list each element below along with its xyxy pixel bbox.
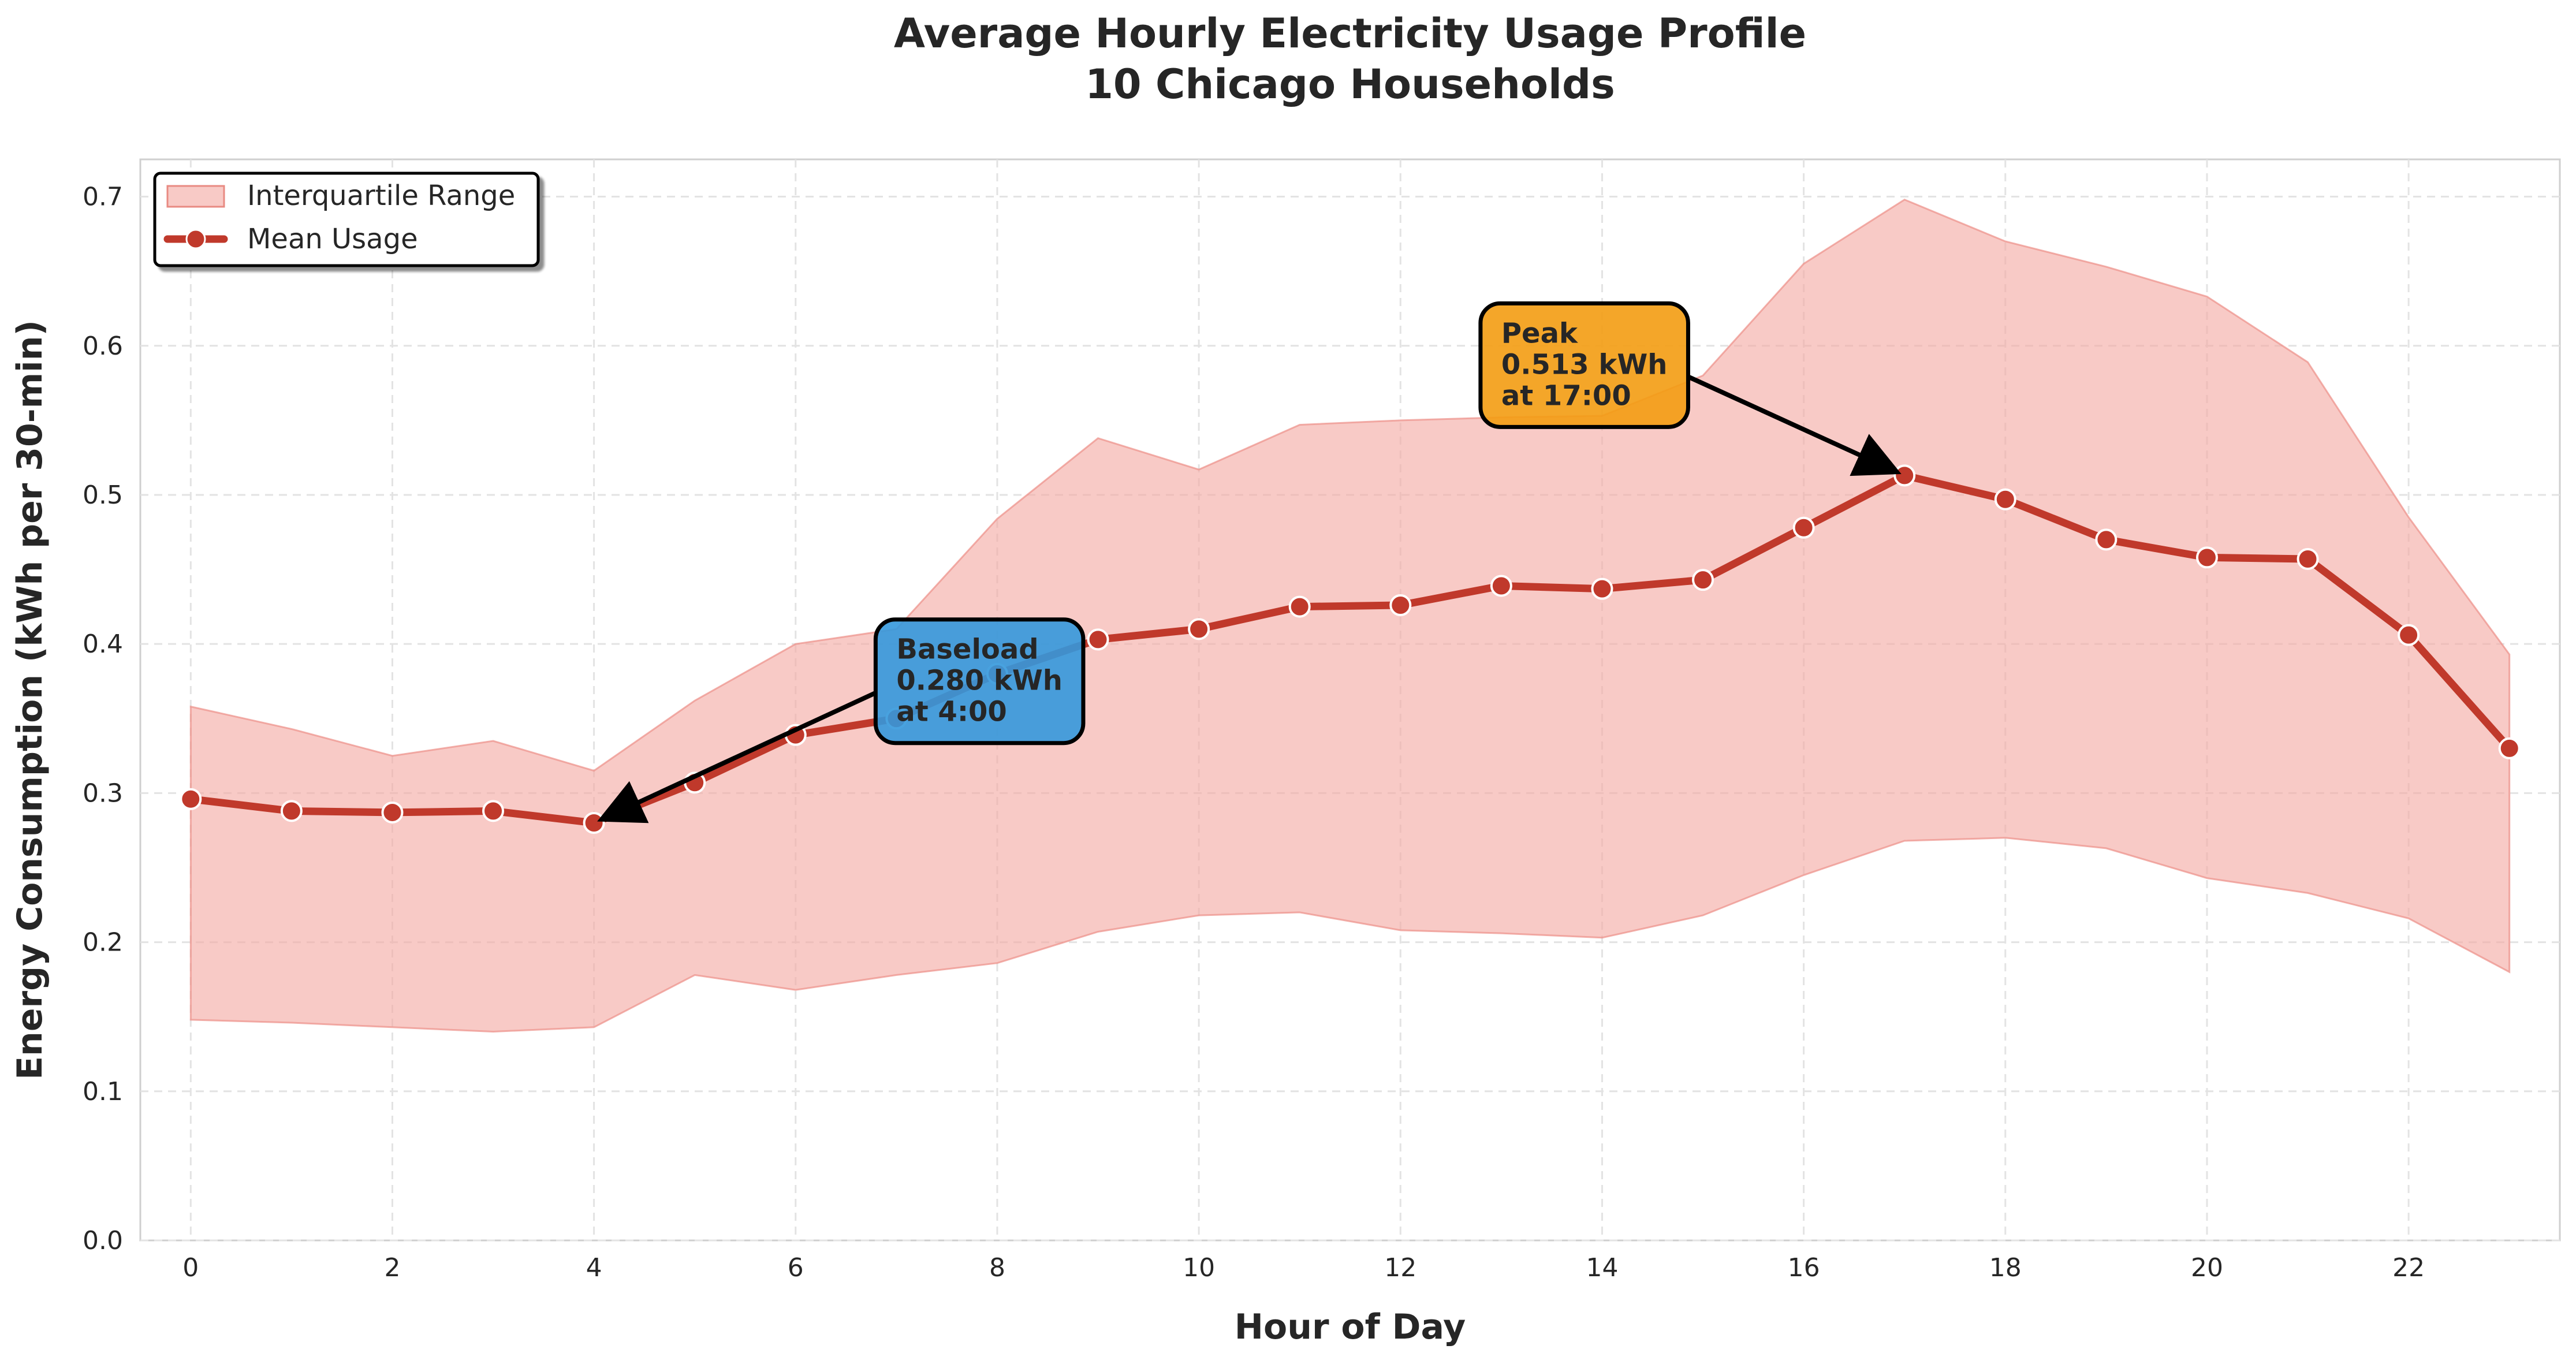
annotation-arrow (1687, 374, 1902, 476)
x-tick-label: 8 (989, 1253, 1005, 1283)
mean-usage-point (2297, 547, 2319, 570)
x-tick-label: 0 (182, 1253, 199, 1283)
chart-subtitle: 10 Chicago Households (1085, 61, 1615, 108)
mean-usage-point (1994, 488, 2016, 510)
x-tick-label: 14 (1586, 1253, 1618, 1283)
mean-usage-point (482, 800, 505, 822)
y-tick-label: 0.4 (83, 629, 123, 659)
x-tick-labels: 0 2 4 6 8 10 12 14 16 18 20 22 (182, 1253, 2425, 1283)
legend-label-mean: Mean Usage (247, 223, 418, 255)
y-axis-label: Energy Consumption (kWh per 30-min) (10, 320, 50, 1080)
x-tick-label: 10 (1183, 1253, 1215, 1283)
legend: Interquartile Range Mean Usage (153, 172, 540, 267)
mean-usage-point (381, 801, 404, 823)
mean-usage-point (180, 788, 202, 810)
mean-usage-point (1490, 575, 1512, 597)
x-tick-label: 4 (586, 1253, 602, 1283)
y-tick-labels: 0.0 0.1 0.2 0.3 0.4 0.5 0.6 0.7 (83, 182, 123, 1255)
mean-usage-point (1893, 464, 1916, 487)
mean-usage-point (1188, 618, 1210, 640)
y-tick-label: 0.5 (83, 480, 123, 510)
mean-usage-point (2195, 546, 2218, 569)
iqr-band (189, 199, 2511, 1033)
x-axis-label: Hour of Day (1235, 1307, 1466, 1347)
annotation-text-line: Peak (1501, 317, 1578, 349)
mean-usage-point (2398, 624, 2420, 646)
annotation-box (873, 617, 1086, 746)
mean-usage-point (1288, 595, 1311, 618)
mean-usage-point (2498, 737, 2521, 759)
x-tick-label: 16 (1788, 1253, 1820, 1283)
annotation-text-line: Baseload (896, 633, 1038, 666)
x-tick-label: 6 (788, 1253, 804, 1283)
mean-usage-line (187, 471, 2514, 827)
mean-usage-point (583, 812, 605, 834)
x-tick-label: 20 (2191, 1253, 2223, 1283)
mean-usage-point (1087, 628, 1109, 651)
legend-label-iqr: Interquartile Range (247, 180, 515, 212)
legend-swatch-mean-marker (185, 229, 206, 249)
annotation-text-line: at 4:00 (896, 696, 1006, 728)
y-tick-label: 0.3 (83, 778, 123, 808)
mean-usage-point (1389, 594, 1412, 617)
legend-swatch-iqr (166, 185, 225, 208)
mean-usage-point (1692, 569, 1714, 591)
iqr-band-layer (189, 199, 2511, 1033)
mean-usage-point (1591, 577, 1613, 600)
y-tick-label: 0.6 (83, 331, 123, 361)
mean-line-layer (187, 471, 2514, 827)
chart-title: Average Hourly Electricity Usage Profile (894, 10, 1806, 57)
x-tick-label: 12 (1384, 1253, 1416, 1283)
x-tick-label: 22 (2392, 1253, 2425, 1283)
mean-usage-point (2095, 528, 2118, 551)
mean-usage-point (1792, 516, 1815, 539)
annotation-text-line: 0.513 kWh (1501, 348, 1668, 381)
mean-usage-point (280, 800, 303, 822)
annotation-text-line: 0.280 kWh (896, 665, 1063, 697)
x-tick-label: 2 (384, 1253, 400, 1283)
annotation-box (1478, 301, 1690, 429)
y-tick-label: 0.0 (83, 1226, 123, 1255)
annotation-text-line: at 17:00 (1501, 379, 1631, 412)
x-tick-label: 18 (1989, 1253, 2022, 1283)
y-tick-label: 0.1 (83, 1077, 123, 1106)
y-tick-label: 0.2 (83, 928, 123, 957)
legend-box (153, 172, 540, 267)
mean-points-layer (180, 464, 2521, 834)
annotation-arrow (597, 691, 877, 823)
y-tick-label: 0.7 (83, 182, 123, 212)
